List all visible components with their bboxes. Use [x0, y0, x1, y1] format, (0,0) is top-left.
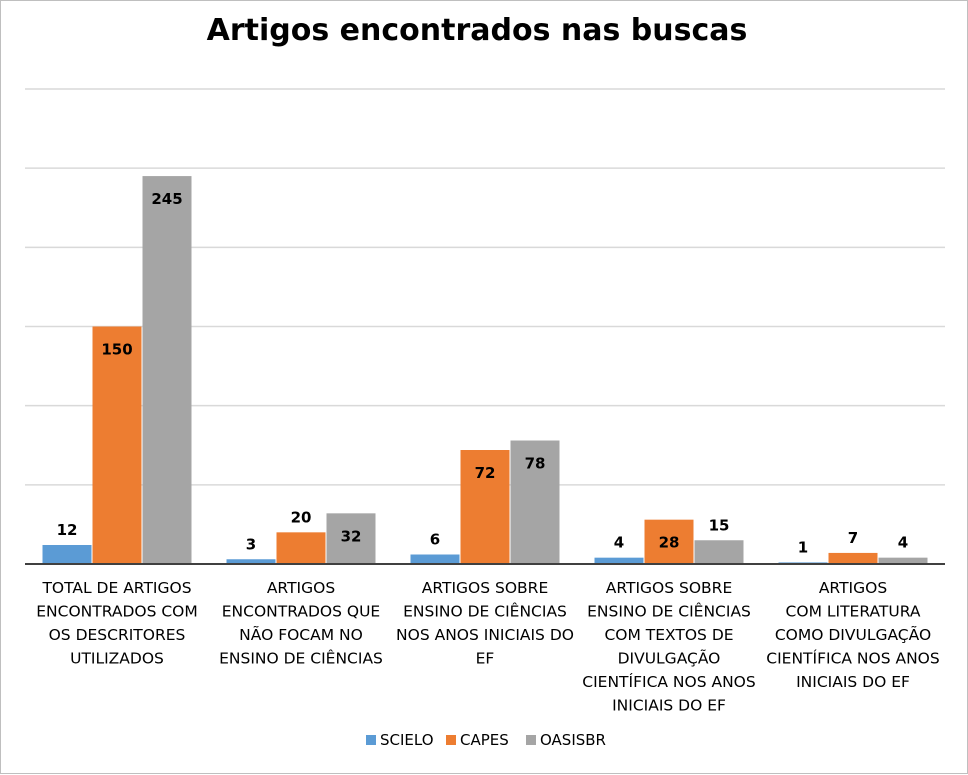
bar-scielo [42, 545, 92, 564]
legend-swatch-scielo [366, 735, 376, 745]
chart-title: Artigos encontrados nas buscas [207, 13, 748, 48]
bar-capes [460, 450, 510, 564]
legend-label-oasisbr: OASISBR [540, 731, 606, 749]
bar-capes [644, 519, 694, 564]
category-label: ARTIGOS COM LITERATURA COMO DIVULGAÇÃO CIEN… [766, 579, 939, 691]
bar-oasisbr [878, 557, 928, 564]
data-label: 78 [525, 455, 546, 473]
category-label: TOTAL DE ARTIGOS ENCONTRADOS COM OS DESCRI… [36, 579, 198, 668]
data-label: 28 [659, 534, 680, 552]
bar-capes [92, 326, 142, 564]
bar-scielo [226, 559, 276, 564]
bar-capes [276, 532, 326, 564]
bar-oasisbr [326, 513, 376, 564]
data-label: 7 [848, 529, 858, 547]
legend-label-scielo: SCIELO [380, 731, 434, 749]
data-label: 32 [341, 527, 362, 545]
data-label: 6 [430, 531, 440, 549]
data-label: 4 [898, 534, 908, 552]
data-label: 245 [151, 190, 182, 208]
bar-capes [828, 552, 878, 564]
data-label: 150 [101, 341, 132, 359]
bar-oasisbr [694, 540, 744, 564]
data-labels: 12 150 245 3 20 32 6 72 78 4 28 15 1 7 4 [57, 190, 909, 556]
legend: SCIELO CAPES OASISBR [366, 731, 606, 749]
legend-swatch-oasisbr [526, 735, 536, 745]
data-label: 1 [798, 538, 808, 556]
data-label: 15 [709, 516, 730, 534]
category-labels: TOTAL DE ARTIGOS ENCONTRADOS COM OS DESCRI… [36, 579, 940, 715]
bar-scielo [594, 557, 644, 564]
data-label: 4 [614, 534, 624, 552]
data-label: 72 [475, 464, 496, 482]
category-label: ARTIGOS ENCONTRADOS QUE NÃO FOCAM NO ENSINO… [219, 579, 383, 668]
bars [42, 176, 928, 565]
legend-swatch-capes [446, 735, 456, 745]
bar-oasisbr [142, 176, 192, 565]
data-label: 3 [246, 535, 256, 553]
data-label: 20 [291, 508, 312, 526]
legend-label-capes: CAPES [460, 731, 509, 749]
category-label: ARTIGOS SOBRE ENSINO DE CIÊNCIAS NOS ANOS … [396, 579, 574, 668]
bar-oasisbr [510, 440, 560, 564]
data-label: 12 [57, 521, 78, 539]
bar-scielo [410, 554, 460, 564]
category-label: ARTIGOS SOBRE ENSINO DE CIÊNCIAS COM TEXTO… [582, 579, 755, 715]
